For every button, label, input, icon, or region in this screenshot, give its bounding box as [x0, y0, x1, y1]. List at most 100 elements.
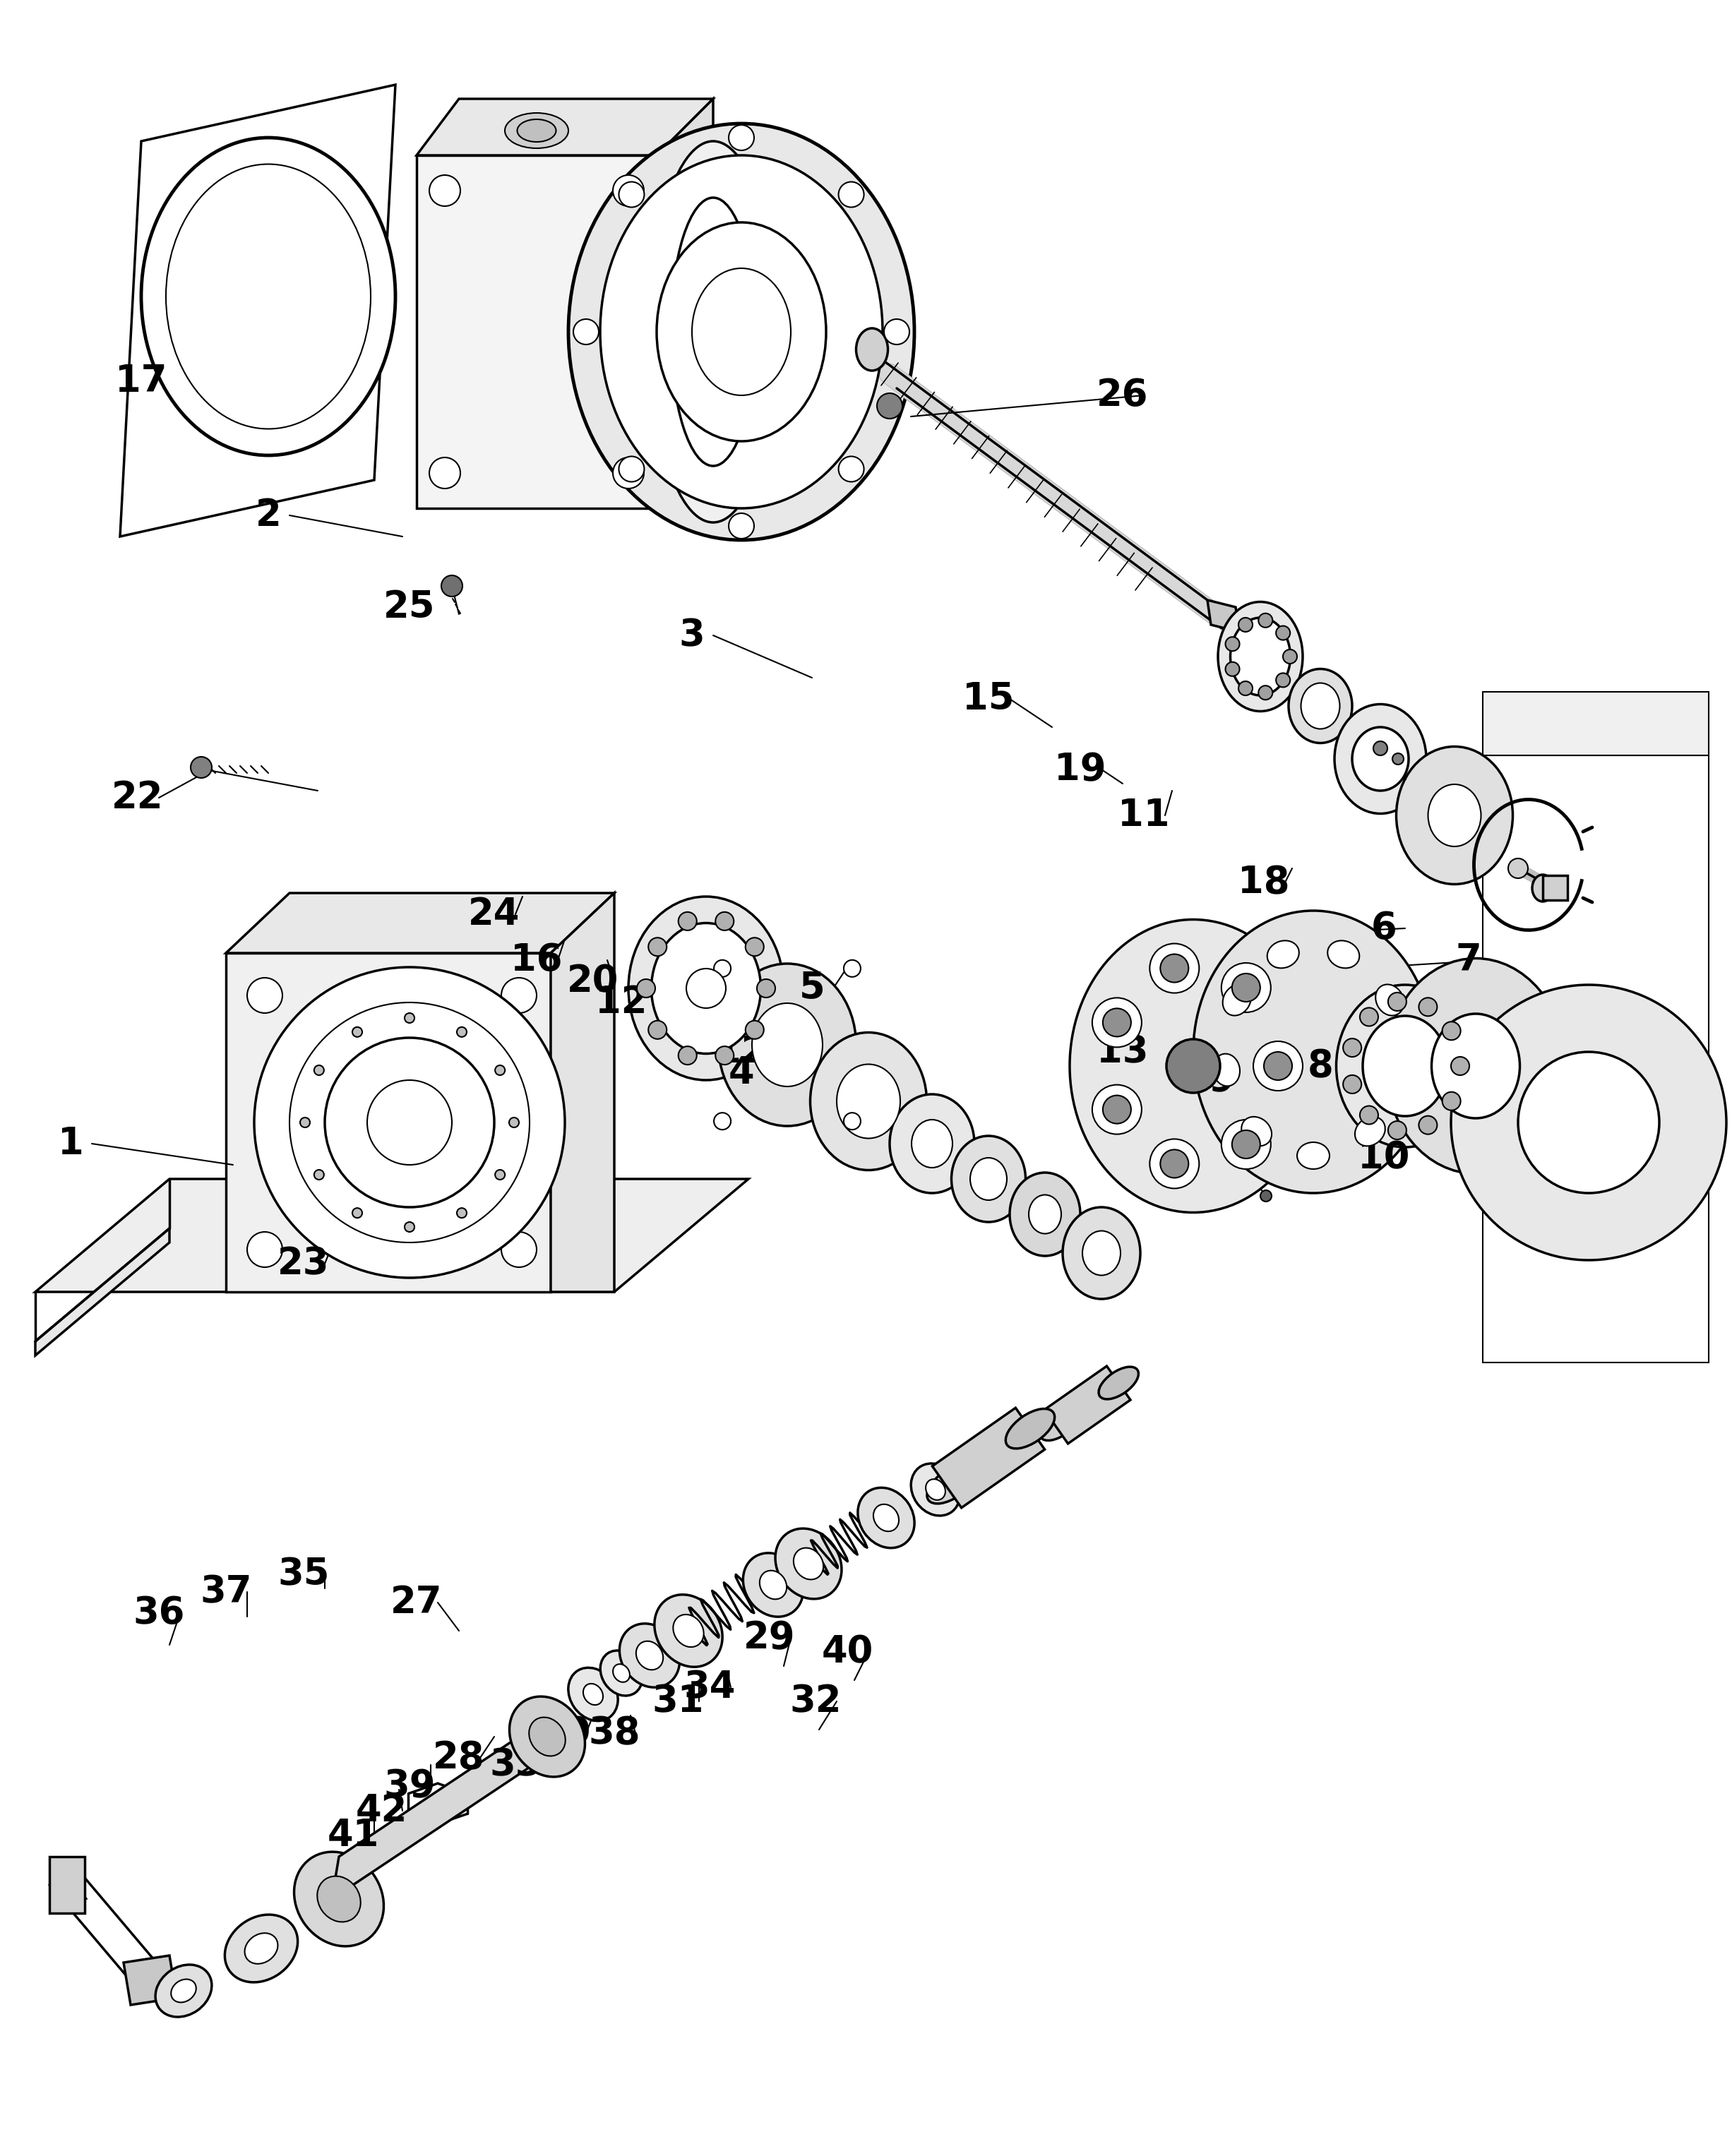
- Polygon shape: [50, 1856, 85, 1912]
- Text: 40: 40: [821, 1634, 873, 1671]
- Ellipse shape: [719, 964, 856, 1125]
- Polygon shape: [1044, 1367, 1131, 1445]
- Ellipse shape: [142, 138, 395, 455]
- Ellipse shape: [1353, 727, 1408, 791]
- Text: 19: 19: [1055, 750, 1107, 787]
- Polygon shape: [932, 1408, 1044, 1507]
- Text: 18: 18: [1238, 865, 1290, 901]
- Circle shape: [838, 181, 864, 207]
- Circle shape: [1226, 636, 1240, 651]
- Ellipse shape: [1063, 1207, 1140, 1298]
- Circle shape: [757, 979, 776, 998]
- Circle shape: [1360, 1106, 1379, 1123]
- Text: 3: 3: [679, 617, 705, 653]
- Circle shape: [501, 979, 537, 1013]
- Text: 27: 27: [391, 1585, 443, 1621]
- Text: 12: 12: [596, 983, 648, 1020]
- Polygon shape: [656, 99, 714, 509]
- Circle shape: [613, 175, 644, 207]
- Ellipse shape: [1432, 1013, 1519, 1119]
- Ellipse shape: [1533, 875, 1554, 901]
- Circle shape: [495, 1065, 506, 1076]
- Circle shape: [248, 1231, 282, 1268]
- Circle shape: [255, 968, 565, 1279]
- Text: 29: 29: [743, 1619, 795, 1656]
- Ellipse shape: [651, 923, 760, 1054]
- Ellipse shape: [674, 1615, 703, 1647]
- Circle shape: [1254, 1041, 1302, 1091]
- Circle shape: [1221, 1119, 1271, 1169]
- Circle shape: [1373, 742, 1387, 755]
- Ellipse shape: [1230, 619, 1290, 696]
- Text: 21: 21: [1358, 750, 1410, 787]
- Text: 10: 10: [1358, 1138, 1410, 1177]
- Ellipse shape: [793, 1548, 823, 1580]
- Text: 9: 9: [1209, 1061, 1235, 1097]
- Circle shape: [876, 392, 902, 418]
- Circle shape: [352, 1026, 362, 1037]
- Ellipse shape: [279, 1143, 329, 1173]
- Ellipse shape: [156, 1964, 211, 2016]
- Circle shape: [1259, 686, 1273, 701]
- Circle shape: [843, 1112, 861, 1130]
- Text: 24: 24: [468, 897, 520, 934]
- Ellipse shape: [568, 1669, 618, 1720]
- Ellipse shape: [925, 1479, 946, 1501]
- Circle shape: [1393, 752, 1403, 765]
- Circle shape: [637, 979, 655, 998]
- Ellipse shape: [629, 897, 785, 1080]
- Circle shape: [1221, 964, 1271, 1013]
- Circle shape: [843, 959, 861, 977]
- Circle shape: [715, 912, 734, 931]
- Ellipse shape: [518, 119, 556, 142]
- Circle shape: [352, 1207, 362, 1218]
- Circle shape: [1231, 975, 1261, 1003]
- Ellipse shape: [1082, 1231, 1121, 1276]
- Circle shape: [1093, 1084, 1141, 1134]
- Text: 31: 31: [651, 1684, 703, 1720]
- Circle shape: [1226, 662, 1240, 677]
- Circle shape: [1238, 617, 1252, 632]
- Ellipse shape: [1386, 957, 1566, 1173]
- Ellipse shape: [294, 1852, 385, 1947]
- Circle shape: [326, 1037, 494, 1207]
- Ellipse shape: [1289, 668, 1353, 744]
- Ellipse shape: [927, 1464, 977, 1503]
- Circle shape: [883, 319, 909, 345]
- Text: 7: 7: [1455, 942, 1481, 979]
- Text: 4: 4: [729, 1054, 755, 1091]
- Ellipse shape: [911, 1119, 953, 1169]
- Ellipse shape: [166, 164, 371, 429]
- Text: 22: 22: [113, 778, 163, 817]
- Text: 39: 39: [383, 1768, 435, 1805]
- Circle shape: [1419, 998, 1438, 1015]
- Circle shape: [191, 757, 211, 778]
- Text: 12: 12: [715, 1033, 767, 1069]
- Ellipse shape: [760, 1570, 786, 1600]
- Ellipse shape: [225, 1915, 298, 1981]
- Text: 11: 11: [1117, 798, 1169, 834]
- Text: 37: 37: [199, 1574, 251, 1611]
- Circle shape: [1342, 1076, 1361, 1093]
- Polygon shape: [1483, 692, 1709, 755]
- Ellipse shape: [1334, 705, 1425, 813]
- Text: 42: 42: [355, 1792, 407, 1828]
- Circle shape: [313, 1171, 324, 1179]
- Text: 34: 34: [684, 1669, 736, 1705]
- Ellipse shape: [911, 1464, 960, 1516]
- Ellipse shape: [743, 1552, 804, 1617]
- Ellipse shape: [857, 1488, 914, 1548]
- Circle shape: [679, 912, 696, 931]
- Circle shape: [1150, 944, 1199, 994]
- Text: 26: 26: [1096, 377, 1148, 414]
- Polygon shape: [225, 893, 615, 953]
- Circle shape: [1103, 1009, 1131, 1037]
- Ellipse shape: [1327, 940, 1360, 968]
- Ellipse shape: [568, 123, 914, 539]
- Ellipse shape: [656, 222, 826, 442]
- Circle shape: [745, 1020, 764, 1039]
- Text: 5: 5: [798, 970, 824, 1007]
- Polygon shape: [123, 1955, 177, 2005]
- Text: 13: 13: [1096, 1033, 1148, 1069]
- Circle shape: [509, 1117, 520, 1128]
